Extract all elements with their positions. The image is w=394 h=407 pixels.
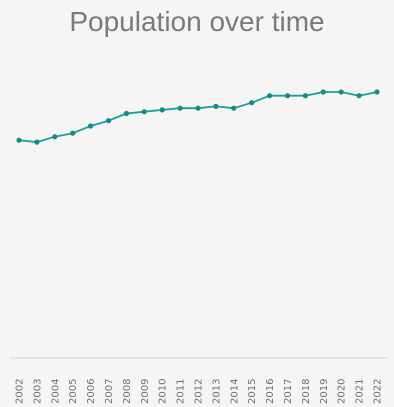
data-point[interactable] — [374, 89, 380, 95]
x-tick-label: 2002 — [15, 379, 26, 404]
data-point[interactable] — [338, 89, 344, 95]
data-point[interactable] — [284, 93, 291, 99]
x-tick-label: 2022 — [373, 379, 384, 404]
x-tick-label: 2010 — [158, 379, 169, 404]
data-point[interactable] — [213, 103, 219, 109]
x-tick-label: 2017 — [283, 379, 294, 404]
data-point[interactable] — [141, 109, 147, 115]
data-point[interactable] — [177, 105, 183, 111]
data-point[interactable] — [52, 134, 58, 140]
x-tick-label: 2005 — [68, 379, 79, 404]
x-tick-label: 2008 — [122, 379, 133, 404]
data-point[interactable] — [356, 93, 362, 99]
x-tick-label: 2015 — [247, 379, 258, 404]
data-point[interactable] — [249, 100, 255, 106]
data-point[interactable] — [123, 110, 129, 117]
data-point[interactable] — [16, 137, 22, 143]
x-tick-label: 2018 — [301, 379, 312, 404]
x-tick-label: 2006 — [86, 379, 97, 404]
x-tick-label: 2007 — [104, 379, 115, 404]
x-tick-label: 2003 — [32, 379, 43, 404]
data-point[interactable] — [302, 93, 308, 99]
x-tick-label: 2019 — [319, 379, 330, 404]
data-point[interactable] — [267, 93, 273, 99]
data-point[interactable] — [320, 89, 326, 95]
x-tick-label: 2011 — [176, 379, 187, 404]
data-point[interactable] — [70, 130, 76, 136]
chart-title: Population over time — [69, 6, 325, 37]
x-tick-label: 2009 — [140, 379, 151, 404]
data-point[interactable] — [34, 139, 40, 145]
x-tick-label: 2004 — [50, 379, 61, 404]
x-tick-label: 2013 — [211, 379, 222, 404]
data-point[interactable] — [105, 118, 112, 124]
data-point[interactable] — [231, 105, 237, 111]
x-tick-label: 2020 — [337, 379, 348, 404]
x-tick-label: 2021 — [355, 379, 366, 404]
x-tick-label: 2014 — [229, 379, 240, 404]
data-point[interactable] — [159, 107, 165, 113]
data-point[interactable] — [88, 123, 94, 129]
x-tick-label: 2016 — [265, 379, 276, 404]
data-point[interactable] — [195, 105, 201, 111]
x-tick-label: 2012 — [194, 379, 205, 404]
